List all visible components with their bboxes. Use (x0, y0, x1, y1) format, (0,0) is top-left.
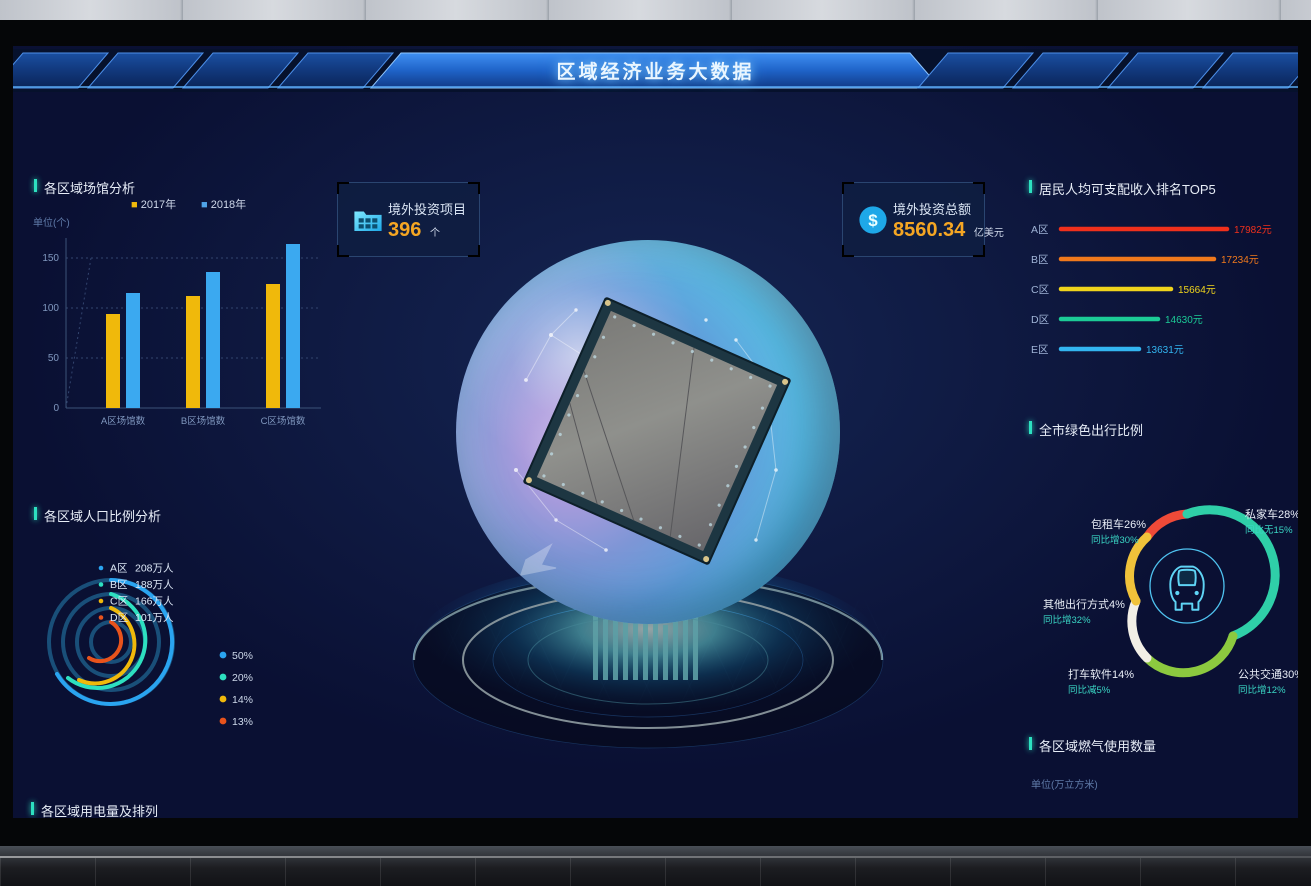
svg-text:B区: B区 (1031, 254, 1049, 266)
svg-text:D区: D区 (1031, 314, 1049, 326)
svg-text:包租车26%: 包租车26% (1091, 517, 1146, 531)
svg-text:打车软件14%: 打车软件14% (1068, 667, 1134, 681)
svg-text:B区场馆数: B区场馆数 (181, 415, 226, 427)
svg-text:D区: D区 (110, 612, 128, 624)
svg-text:188万人: 188万人 (135, 579, 174, 591)
svg-text:14%: 14% (232, 694, 253, 706)
svg-text:150: 150 (42, 253, 59, 264)
svg-text:14630元: 14630元 (1165, 315, 1203, 326)
svg-text:其他出行方式4%: 其他出行方式4% (1043, 597, 1125, 611)
svg-text:私家车28%: 私家车28% (1245, 507, 1298, 521)
svg-text:同比无15%: 同比无15% (1245, 524, 1293, 536)
svg-text:101万人: 101万人 (135, 612, 174, 624)
svg-text:C区: C区 (110, 596, 128, 608)
svg-text:166万人: 166万人 (135, 596, 174, 608)
svg-text:公共交通30%: 公共交通30% (1238, 667, 1298, 681)
svg-text:0: 0 (53, 403, 59, 414)
svg-text:C区: C区 (1031, 284, 1049, 296)
svg-text:B区: B区 (110, 579, 128, 591)
svg-text:17234元: 17234元 (1221, 255, 1259, 266)
svg-text:A区: A区 (110, 563, 128, 575)
svg-text:50: 50 (48, 353, 60, 364)
svg-text:20%: 20% (232, 672, 253, 684)
svg-text:同比增32%: 同比增32% (1043, 614, 1091, 626)
svg-text:E区: E区 (1031, 344, 1049, 356)
svg-text:C区场馆数: C区场馆数 (261, 415, 306, 427)
svg-text:A区: A区 (1031, 224, 1049, 236)
svg-text:15664元: 15664元 (1178, 285, 1216, 296)
svg-text:50%: 50% (232, 650, 253, 662)
svg-text:同比增30%: 同比增30% (1091, 534, 1139, 546)
svg-text:同比减5%: 同比减5% (1068, 684, 1111, 696)
svg-text:$: $ (868, 211, 878, 230)
svg-text:13631元: 13631元 (1146, 345, 1184, 356)
svg-text:17982元: 17982元 (1234, 225, 1272, 236)
svg-text:A区场馆数: A区场馆数 (101, 415, 146, 427)
svg-text:208万人: 208万人 (135, 563, 174, 575)
svg-text:100: 100 (42, 303, 59, 314)
svg-text:13%: 13% (232, 716, 253, 728)
svg-text:同比增12%: 同比增12% (1238, 684, 1286, 696)
